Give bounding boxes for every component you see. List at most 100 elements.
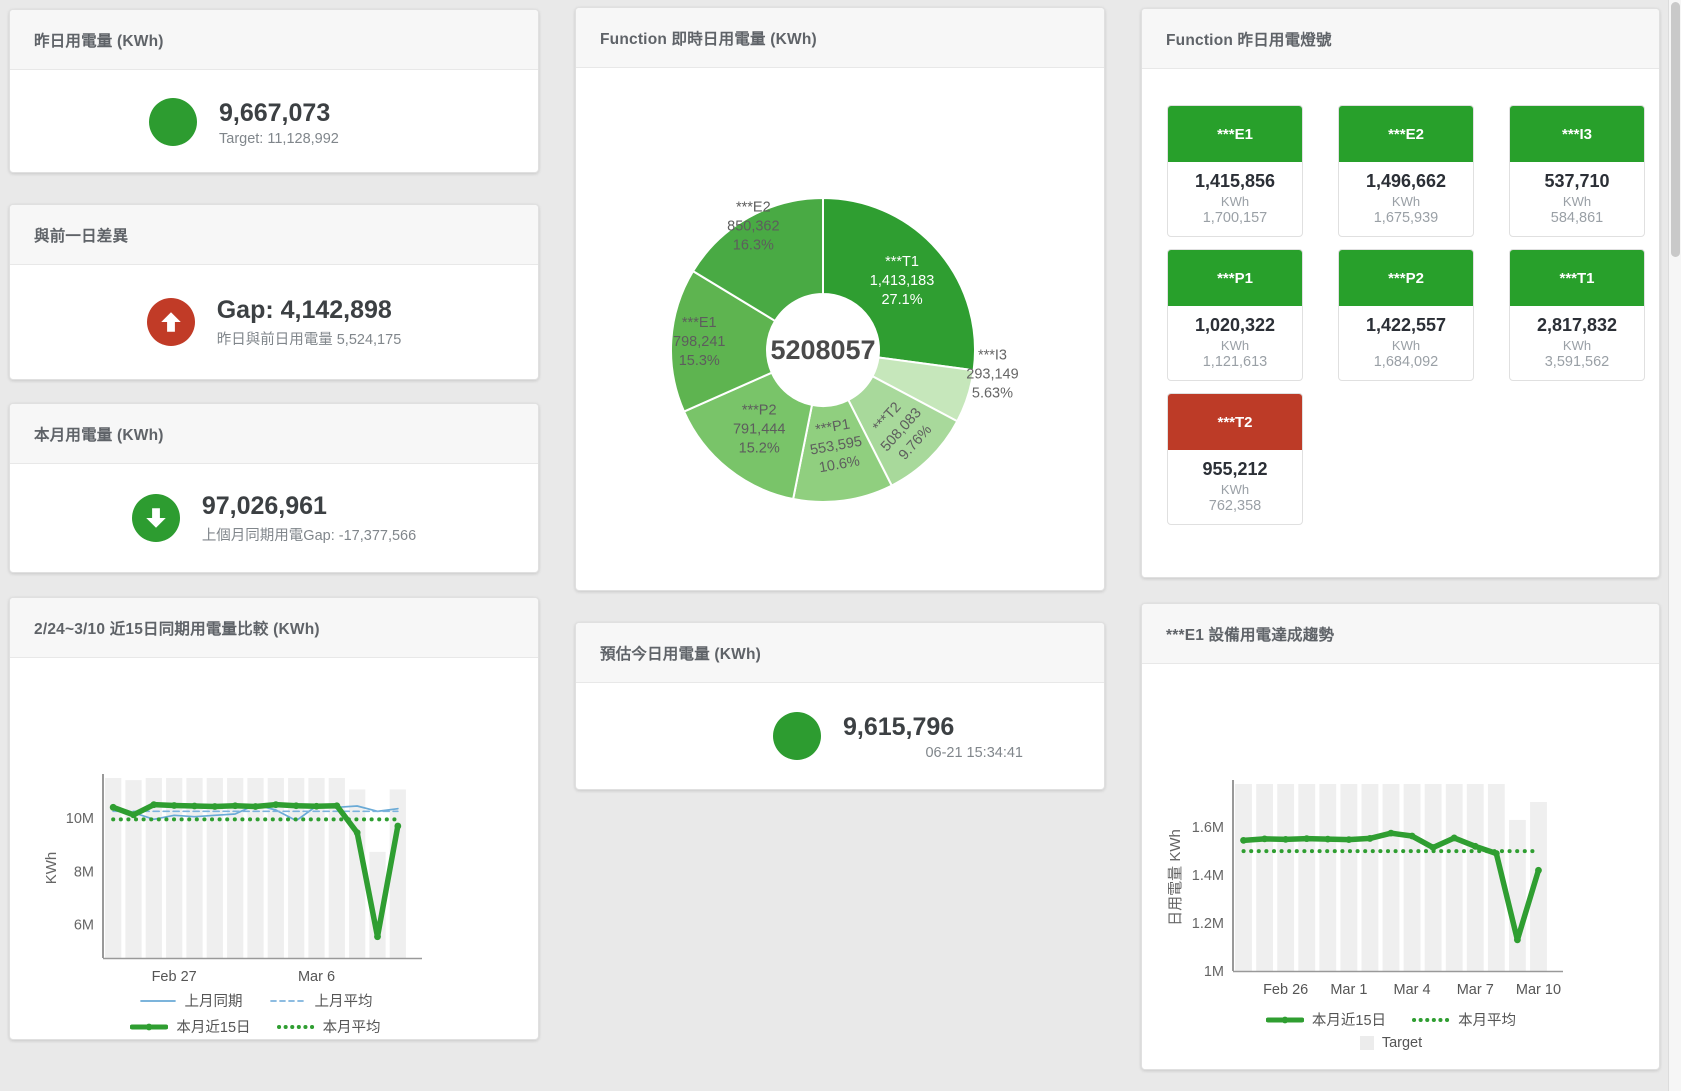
- donut-slice-T1[interactable]: [822, 196, 976, 372]
- green-down-arrow-icon: [131, 494, 180, 542]
- card-title: ***E1 設備用電達成趨勢: [1166, 626, 1335, 644]
- x-tick-label: Mar 7: [1457, 982, 1494, 998]
- series-line-icon: [139, 999, 176, 1002]
- card-header: Function 昨日用電燈號: [1142, 9, 1659, 69]
- x-tick-label: Mar 6: [298, 969, 335, 985]
- series-point: [1429, 844, 1437, 851]
- legend-item-本月平均[interactable]: 本月平均: [1412, 1009, 1516, 1030]
- realtime-donut-chart[interactable]: ***T1 1,413,183 27.1%***I3 293,149 5.63%***T…: [576, 70, 1105, 590]
- light-tile: ***P2 1,422,557 KWh 1,684,092: [1338, 249, 1474, 381]
- x-tick-label: Feb 27: [152, 969, 197, 985]
- month-usage-value: 97,026,961: [201, 492, 327, 520]
- target-bar: [166, 778, 183, 958]
- card-forecast-today: 預估今日用電量 (KWh) 9,615,796 06-21 15:34:41: [575, 622, 1105, 790]
- card-header: 與前一日差異: [10, 205, 538, 265]
- legend-label: 本月平均: [1458, 1013, 1517, 1029]
- light-tile-target: 1,684,092: [1373, 354, 1439, 370]
- light-tile-unit: KWh: [1562, 338, 1592, 353]
- legend-item-本月平均[interactable]: 本月平均: [276, 1016, 381, 1037]
- card-header: 預估今日用電量 (KWh): [576, 623, 1104, 683]
- target-bar: [308, 778, 325, 958]
- legend-item-上月同期[interactable]: 上月同期: [139, 990, 243, 1011]
- legend-item-本月近15日[interactable]: 本月近15日: [130, 1016, 251, 1037]
- scrollbar-thumb[interactable]: [1671, 2, 1680, 257]
- series-point: [1535, 866, 1542, 874]
- light-tile-body: 955,212 KWh 762,358: [1168, 450, 1302, 524]
- stat-text: 97,026,961 上個月同期用電Gap: -17,377,566: [202, 491, 416, 545]
- series-point: [374, 933, 381, 941]
- light-tile-target: 762,358: [1208, 498, 1262, 514]
- compare-line-chart[interactable]: 6M 8M 10M KWh Feb 27 Mar 6: [10, 758, 470, 990]
- legend-item-Target[interactable]: Target: [1359, 1035, 1423, 1051]
- light-tile-header: ***T2: [1168, 394, 1302, 450]
- light-tile-value: 1,020,322: [1194, 315, 1276, 335]
- x-tick-label: Mar 10: [1516, 982, 1561, 998]
- series-point: [1366, 835, 1374, 842]
- red-up-arrow-icon: [146, 298, 195, 346]
- target-bar: [389, 789, 406, 958]
- light-tile-target: 1,675,939: [1373, 210, 1439, 226]
- light-tile-body: 537,710 KWh 584,861: [1510, 162, 1644, 236]
- series-point: [1492, 850, 1500, 857]
- light-tile: ***I3 537,710 KWh 584,861: [1509, 105, 1645, 237]
- card-day-gap: 與前一日差異 Gap: 4,142,898 昨日與前日用電量 5,524,175: [9, 204, 539, 380]
- y-axis-title: KWh: [43, 852, 60, 885]
- light-tile-body: 1,422,557 KWh 1,684,092: [1339, 306, 1473, 380]
- legend-label: Target: [1381, 1035, 1423, 1051]
- donut-label: ***E1 798,241 15.3%: [673, 315, 725, 369]
- series-point: [394, 822, 402, 830]
- legend-item-本月近15日[interactable]: 本月近15日: [1265, 1009, 1387, 1030]
- target-bar: [247, 778, 264, 958]
- target-bar: [125, 780, 142, 958]
- stat-row: 9,667,073 Target: 11,128,992: [10, 70, 538, 172]
- target-bar: [1319, 784, 1337, 971]
- series-point: [231, 802, 239, 810]
- target-bar: [288, 778, 305, 958]
- card-header: 昨日用電量 (KWh): [10, 10, 538, 70]
- compare-chart-legend: 上月同期上月平均本月近15日本月平均Target: [103, 990, 408, 1039]
- card-title: 預估今日用電量 (KWh): [600, 645, 762, 663]
- legend-label: 本月近15日: [1311, 1013, 1387, 1029]
- target-bar: [1487, 784, 1505, 971]
- light-tile-value: 537,710: [1544, 171, 1610, 191]
- card-yesterday-usage: 昨日用電量 (KWh) 9,667,073 Target: 11,128,992: [9, 9, 539, 173]
- target-bar: [1466, 784, 1484, 971]
- target-bar: [186, 778, 203, 958]
- series-point: [313, 802, 320, 810]
- green-status-circle-icon: [773, 712, 821, 760]
- target-bar: [1298, 784, 1316, 971]
- donut-slice-P2[interactable]: [682, 371, 814, 501]
- series-point: [272, 801, 280, 809]
- series-point: [130, 811, 137, 819]
- series-point: [292, 802, 300, 810]
- light-tile-target: 1,121,613: [1202, 354, 1268, 370]
- target-bar: [1277, 784, 1295, 971]
- target-bar: [1256, 784, 1274, 971]
- light-tile-unit: KWh: [1562, 194, 1592, 209]
- target-bar: [1361, 784, 1379, 971]
- light-tile-unit: KWh: [1220, 482, 1250, 497]
- series-point: [1471, 842, 1479, 850]
- donut-slice-E2[interactable]: [691, 196, 824, 323]
- series-line-icon: [269, 999, 306, 1002]
- y-tick-label: 1M: [1204, 964, 1224, 980]
- light-tile-body: 1,496,662 KWh 1,675,939: [1339, 162, 1473, 236]
- series-point: [1408, 832, 1416, 840]
- light-tile: ***E2 1,496,662 KWh 1,675,939: [1338, 105, 1474, 237]
- series-point: [1514, 936, 1521, 944]
- legend-item-上月平均[interactable]: 上月平均: [269, 990, 373, 1011]
- e1-trend-line-chart[interactable]: 1M 1.2M 1.4M 1.6M 日用電量 KWh Feb 26 Mar 1 Mar 4 Ma…: [1142, 764, 1612, 1002]
- light-tile-header: ***P1: [1168, 250, 1302, 306]
- series-point: [1387, 829, 1395, 837]
- target-bar: [227, 778, 244, 958]
- page-scrollbar[interactable]: [1668, 0, 1681, 1091]
- series-point: [109, 803, 117, 811]
- stat-text: 9,667,073 Target: 11,128,992: [219, 98, 399, 147]
- card-realtime-donut: Function 即時日用電量 (KWh) ***T1 1,413,183 27.1…: [575, 7, 1105, 591]
- light-tile-unit: KWh: [1391, 338, 1421, 353]
- legend-label: 上月同期: [184, 994, 243, 1010]
- card-header: ***E1 設備用電達成趨勢: [1142, 604, 1659, 664]
- target-bar: [1235, 784, 1252, 971]
- yesterday-usage-value: 9,667,073: [219, 98, 331, 127]
